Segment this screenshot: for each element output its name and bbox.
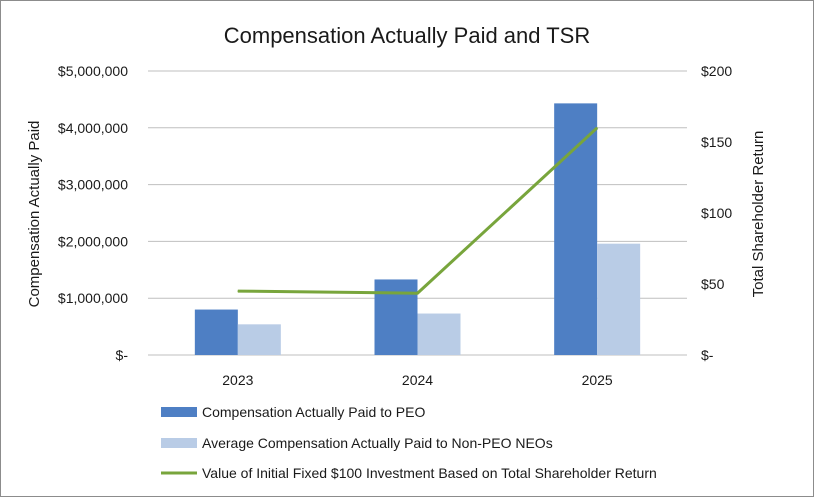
tsr-point	[237, 290, 239, 292]
y-axis-ticks: $- $1,000,000 $2,000,000 $3,000,000 $4,000,0…	[58, 63, 128, 363]
y-tick-label: $-	[116, 347, 129, 363]
y-tick-label: $1,000,000	[58, 290, 128, 306]
x-tick-label: 2024	[402, 372, 433, 388]
tsr-point	[596, 127, 598, 129]
legend-swatch	[161, 407, 197, 417]
y2-tick-label: $-	[701, 347, 714, 363]
chart-title: Compensation Actually Paid and TSR	[224, 23, 590, 48]
legend: Compensation Actually Paid to PEO Average…	[161, 404, 657, 481]
y-tick-label: $3,000,000	[58, 177, 128, 193]
x-axis-ticks: 2023 2024 2025	[222, 372, 613, 388]
y2-tick-label: $50	[701, 276, 725, 292]
y-axis-label: Compensation Actually Paid	[26, 121, 43, 308]
bar-non-peo-neo	[417, 313, 461, 355]
x-tick-label: 2025	[582, 372, 613, 388]
bar-peo	[554, 103, 598, 355]
tsr-line	[237, 126, 599, 295]
bar-non-peo-neo	[237, 324, 281, 355]
legend-swatch	[161, 438, 197, 448]
x-tick-label: 2023	[222, 372, 253, 388]
bars	[194, 103, 641, 355]
y2-tick-label: $200	[701, 63, 732, 79]
y2-axis-ticks: $- $50 $100 $150 $200	[701, 63, 732, 363]
legend-label: Value of Initial Fixed $100 Investment B…	[202, 465, 657, 481]
legend-label: Average Compensation Actually Paid to No…	[202, 435, 553, 451]
line-series	[237, 126, 599, 295]
bar-peo	[194, 309, 238, 355]
bar-peo	[374, 279, 418, 355]
bar-non-peo-neo	[597, 243, 641, 355]
y-tick-label: $4,000,000	[58, 120, 128, 136]
y2-axis-label: Total Shareholder Return	[750, 131, 767, 298]
y2-tick-label: $150	[701, 134, 732, 150]
y2-tick-label: $100	[701, 205, 732, 221]
y-tick-label: $5,000,000	[58, 63, 128, 79]
tsr-point	[417, 292, 418, 294]
y-tick-label: $2,000,000	[58, 233, 128, 249]
legend-label: Compensation Actually Paid to PEO	[202, 404, 425, 420]
